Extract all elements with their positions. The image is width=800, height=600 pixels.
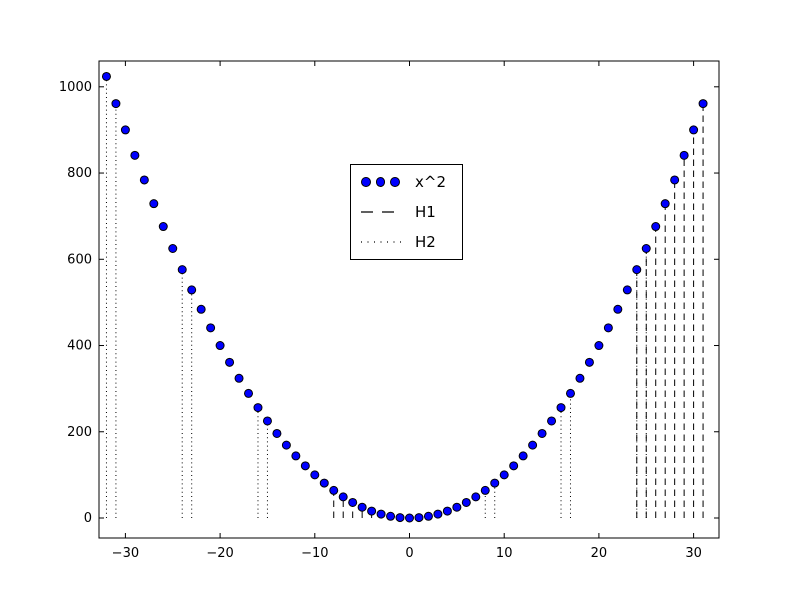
legend-label-x2: x^2 (415, 172, 446, 191)
data-point (130, 150, 140, 160)
data-point (253, 403, 263, 413)
data-point (603, 323, 613, 333)
data-point (509, 461, 519, 471)
y-tick-label: 1000 (59, 80, 92, 95)
data-point (698, 99, 708, 109)
marker-icon (390, 177, 401, 187)
legend-entry-h2: H2 (361, 228, 462, 256)
data-point (367, 506, 377, 516)
y-tick-label: 600 (67, 252, 92, 267)
data-point (206, 323, 216, 333)
data-point (471, 492, 481, 502)
data-point (556, 403, 566, 413)
data-point (158, 222, 168, 232)
data-point (499, 470, 509, 480)
data-point (244, 388, 254, 398)
data-point (547, 416, 557, 426)
data-point (575, 373, 585, 383)
data-point (262, 416, 272, 426)
marker-icon (361, 177, 371, 187)
data-point (414, 513, 424, 523)
data-point (613, 304, 623, 314)
marker-icon (375, 177, 386, 187)
data-point (679, 150, 689, 160)
x-tick-label: 20 (591, 546, 608, 561)
x-tick-label: 10 (496, 546, 513, 561)
legend-label-h2: H2 (415, 232, 436, 251)
data-point (480, 485, 490, 495)
data-point (319, 478, 329, 488)
data-point (120, 125, 130, 135)
data-point (518, 451, 528, 461)
x-tick-label: 30 (685, 546, 702, 561)
data-point (272, 428, 282, 438)
data-point (111, 99, 121, 109)
data-point (423, 511, 433, 521)
data-point (215, 341, 225, 351)
x-tick-label: −30 (112, 546, 139, 561)
data-point (225, 357, 235, 367)
data-point (689, 125, 699, 135)
data-point (196, 304, 206, 314)
legend: x^2 H1 H2 (350, 164, 463, 260)
x-tick-label: −20 (206, 546, 233, 561)
data-point (376, 509, 386, 519)
data-point (670, 175, 680, 185)
data-point (300, 461, 310, 471)
data-point (594, 341, 604, 351)
data-point (338, 492, 348, 502)
data-point (386, 511, 396, 521)
y-tick-label: 800 (67, 166, 92, 181)
data-point (395, 513, 405, 523)
legend-marker-sample (361, 177, 405, 187)
legend-dashed-line-sample (361, 210, 405, 214)
data-point (584, 357, 594, 367)
data-point (622, 285, 632, 295)
data-point (651, 222, 661, 232)
data-point (632, 265, 642, 275)
legend-dotted-line-sample (361, 240, 405, 244)
data-point (310, 470, 320, 480)
data-point (405, 513, 414, 523)
data-point (177, 265, 187, 275)
y-tick-label: 200 (67, 425, 92, 440)
data-point (348, 497, 358, 507)
data-point (139, 175, 149, 185)
data-point (149, 199, 159, 209)
data-point (641, 244, 651, 253)
data-point (329, 485, 339, 495)
data-point (187, 285, 197, 295)
data-point (537, 428, 547, 438)
legend-label-h1: H1 (415, 202, 436, 221)
data-point (528, 440, 538, 450)
data-point (433, 509, 443, 519)
legend-entry-h1: H1 (361, 198, 462, 226)
data-point (168, 244, 178, 253)
y-tick-label: 400 (67, 339, 92, 354)
x-tick-label: −10 (301, 546, 328, 561)
data-point (291, 451, 301, 461)
x-tick-label: 0 (405, 546, 413, 561)
y-tick-label: 0 (84, 511, 92, 526)
data-point (101, 71, 111, 81)
data-point (565, 388, 575, 398)
data-point (452, 502, 462, 512)
legend-entry-x2: x^2 (361, 168, 462, 196)
data-point (660, 199, 670, 209)
data-point (357, 502, 367, 512)
data-point (234, 373, 244, 383)
data-point (281, 440, 291, 450)
data-point (461, 497, 471, 507)
data-point (490, 478, 500, 488)
data-point (442, 506, 452, 516)
